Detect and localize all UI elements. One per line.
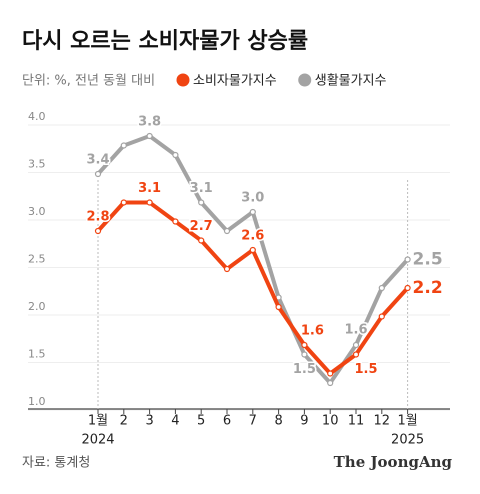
x-tick-label: 10 — [322, 414, 339, 429]
point — [172, 151, 179, 159]
point — [120, 142, 127, 149]
x-tick-label: 5 — [197, 414, 205, 429]
x-tick-label: 4 — [171, 414, 179, 429]
point — [352, 341, 360, 349]
point — [327, 370, 334, 377]
point — [146, 132, 153, 140]
point — [198, 237, 205, 244]
point — [120, 199, 127, 206]
point — [327, 379, 334, 387]
x-tick-label: 2 — [120, 414, 128, 429]
data-label: 2.2 — [413, 278, 443, 298]
chart-title: 다시 오르는 소비자물가 상승률 — [22, 29, 308, 54]
x-tick-label: 11 — [348, 414, 365, 429]
data-label: 1.5 — [293, 362, 316, 377]
point — [378, 284, 385, 292]
point — [301, 351, 308, 358]
data-label: 3.0 — [241, 191, 264, 206]
data-label: 3.4 — [86, 153, 109, 168]
x-tick-label: 9 — [300, 414, 308, 429]
x-tick-label: 3 — [145, 414, 153, 429]
point — [249, 208, 256, 216]
x-tick-label: 12 — [374, 414, 391, 429]
x-tick-label: 1월 — [397, 414, 417, 429]
point — [378, 313, 385, 320]
point — [172, 218, 179, 225]
point — [404, 256, 411, 263]
legend: 소비자물가지수 생활물가지수 — [176, 73, 387, 89]
y-tick-label: 3.0 — [28, 205, 46, 218]
legend-marker — [176, 73, 190, 87]
data-label: 2.6 — [241, 229, 264, 244]
data-label: 1.6 — [301, 324, 324, 339]
data-label: 1.6 — [344, 323, 367, 338]
brand: The JoongAng — [334, 453, 453, 471]
point — [352, 351, 360, 358]
y-tick-label: 4.0 — [28, 110, 46, 123]
x-tick-label: 6 — [223, 414, 231, 429]
point — [198, 199, 205, 206]
data-label: 2.8 — [86, 210, 109, 225]
y-tick-label: 3.5 — [28, 158, 46, 171]
year-label: 2025 — [391, 433, 424, 448]
data-label: 2.7 — [190, 219, 213, 234]
y-tick-label: 1.5 — [28, 348, 46, 361]
legend-marker — [298, 73, 312, 87]
x-tick-label: 8 — [274, 414, 282, 429]
data-label: 3.1 — [138, 181, 161, 196]
point — [223, 227, 231, 235]
data-label: 3.1 — [190, 181, 213, 196]
point — [301, 341, 308, 349]
data-label: 2.5 — [413, 250, 443, 270]
x-tick-label: 7 — [249, 414, 257, 429]
legend-label: 소비자물가지수 — [193, 74, 277, 89]
point — [249, 246, 256, 254]
data-label: 1.5 — [354, 362, 377, 377]
point — [94, 170, 102, 178]
y-tick-label: 1.0 — [28, 395, 46, 408]
y-tick-label: 2.0 — [28, 300, 46, 313]
point — [94, 227, 102, 235]
data-label: 3.8 — [138, 115, 161, 130]
point — [404, 284, 411, 292]
y-tick-label: 2.5 — [28, 253, 46, 266]
source: 자료: 통계청 — [22, 456, 90, 471]
chart-subtitle: 단위: %, 전년 동월 대비 — [22, 74, 155, 89]
point — [223, 265, 231, 273]
legend-label: 생활물가지수 — [315, 74, 387, 89]
point — [275, 303, 282, 311]
point — [146, 199, 153, 206]
x-tick-label: 1월 — [88, 414, 108, 429]
year-label: 2024 — [81, 433, 114, 448]
